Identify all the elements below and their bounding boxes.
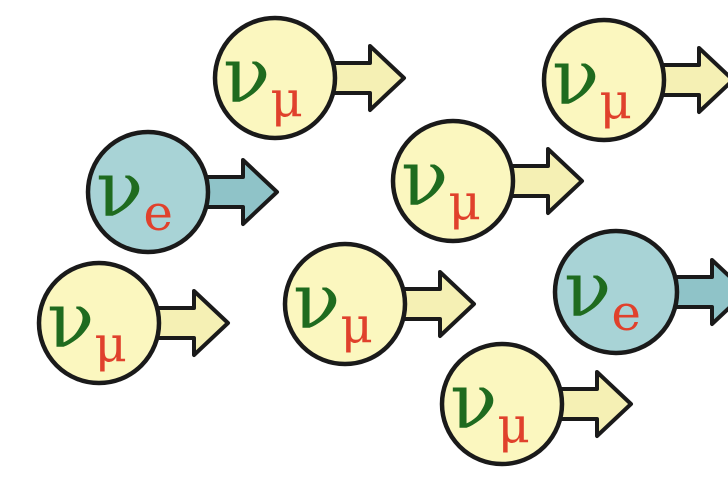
neutrino-electron-7: νe — [552, 228, 728, 356]
neutrino-symbol: νμ — [293, 257, 373, 354]
flavor-subscript: e — [611, 284, 641, 342]
neutrino-muon-2: νμ — [541, 17, 728, 143]
neutrino-symbol: νe — [96, 145, 173, 242]
neutrino-symbol: νμ — [47, 276, 127, 373]
neutrino-muon-4: νμ — [390, 118, 584, 244]
nu-letter: ν — [47, 276, 94, 366]
direction-arrow-icon — [656, 46, 728, 114]
neutrino-muon-8: νμ — [439, 341, 633, 467]
muon-neutrino-circle — [541, 17, 667, 143]
direction-arrow-icon — [554, 370, 633, 438]
neutrino-symbol: νμ — [223, 31, 303, 128]
flavor-subscript: μ — [497, 396, 530, 454]
nu-letter: ν — [564, 245, 611, 335]
nu-letter: ν — [450, 357, 497, 447]
flavor-subscript: μ — [94, 315, 127, 373]
electron-neutrino-circle — [552, 228, 680, 356]
neutrino-muon-5: νμ — [36, 260, 230, 386]
muon-neutrino-circle — [212, 15, 338, 141]
electron-neutrino-circle — [85, 129, 211, 255]
nu-letter: ν — [401, 134, 448, 224]
neutrino-muon-1: νμ — [212, 15, 406, 141]
direction-arrow-icon — [151, 289, 230, 357]
nu-letter: ν — [293, 257, 340, 347]
direction-arrow-icon — [669, 258, 728, 326]
neutrino-electron-3: νe — [85, 129, 279, 255]
muon-neutrino-circle — [439, 341, 565, 467]
neutrino-muon-6: νμ — [282, 241, 476, 367]
neutrino-symbol: νμ — [401, 134, 481, 231]
flavor-subscript: μ — [340, 296, 373, 354]
neutrino-symbol: νμ — [450, 357, 530, 454]
flavor-subscript: μ — [599, 72, 632, 130]
neutrino-symbol: νe — [564, 245, 641, 342]
nu-letter: ν — [223, 31, 270, 121]
direction-arrow-icon — [505, 147, 584, 215]
muon-neutrino-circle — [36, 260, 162, 386]
direction-arrow-icon — [327, 44, 406, 112]
muon-neutrino-circle — [390, 118, 516, 244]
nu-letter: ν — [96, 145, 143, 235]
muon-neutrino-circle — [282, 241, 408, 367]
flavor-subscript: μ — [270, 70, 303, 128]
direction-arrow-icon — [397, 270, 476, 338]
flavor-subscript: e — [143, 184, 173, 242]
nu-letter: ν — [552, 33, 599, 123]
neutrino-symbol: νμ — [552, 33, 632, 130]
flavor-subscript: μ — [448, 173, 481, 231]
direction-arrow-icon — [200, 158, 279, 226]
